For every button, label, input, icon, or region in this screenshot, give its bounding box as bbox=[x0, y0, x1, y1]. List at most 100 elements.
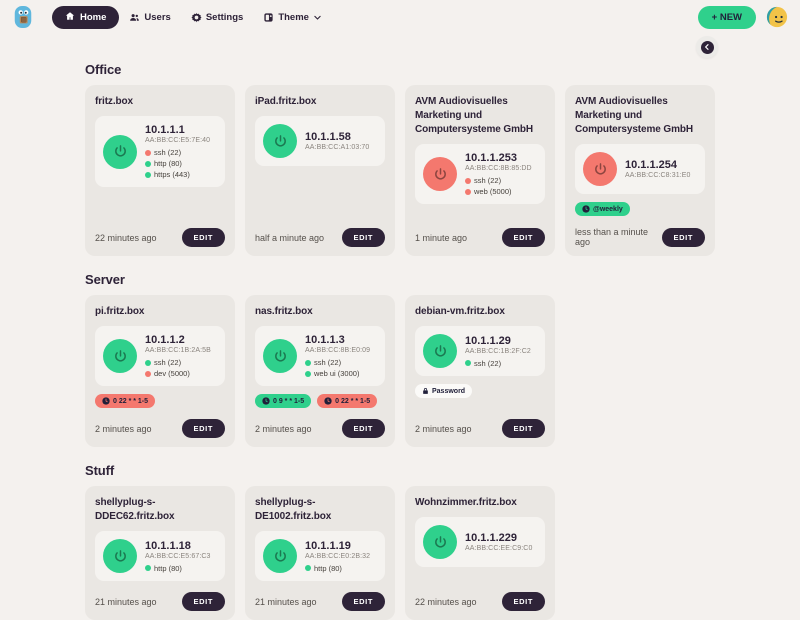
device-name: fritz.box bbox=[95, 96, 133, 107]
device-section: Server pi.fritz.box 10.1.1.2 AA:BB:CC:1B… bbox=[85, 272, 715, 447]
device-name: iPad.fritz.box bbox=[255, 96, 317, 107]
port-status-dot bbox=[465, 188, 471, 195]
power-status-button[interactable] bbox=[263, 539, 297, 573]
last-seen: 2 minutes ago bbox=[415, 423, 472, 434]
device-name: pi.fritz.box bbox=[95, 306, 145, 317]
tag-label: 0 9 * * 1-5 bbox=[273, 397, 305, 405]
device-summary: 10.1.1.2 AA:BB:CC:1B:2A:5B ssh (22) dev (… bbox=[95, 326, 225, 386]
port-item: ssh (22) bbox=[305, 358, 341, 367]
device-summary: 10.1.1.253 AA:BB:CC:8B:85:DD ssh (22) web… bbox=[415, 144, 545, 204]
power-status-button[interactable] bbox=[423, 157, 457, 191]
port-list: http (80) bbox=[145, 564, 211, 573]
device-mac: AA:BB:CC:C8:31:E0 bbox=[625, 172, 691, 179]
card-footer: 1 minute ago EDIT bbox=[415, 217, 545, 247]
edit-button[interactable]: EDIT bbox=[501, 592, 545, 611]
device-summary: 10.1.1.3 AA:BB:CC:8B:E0:09 ssh (22) web u… bbox=[255, 326, 385, 386]
device-summary: 10.1.1.1 AA:BB:CC:E5:7E:40 ssh (22) http … bbox=[95, 116, 225, 187]
device-section: Office fritz.box 10.1.1.1 AA:BB:CC:E5:7E… bbox=[85, 62, 715, 256]
power-icon bbox=[274, 549, 286, 561]
device-name: shellyplug-s-DDEC62.fritz.box bbox=[95, 497, 175, 522]
port-status-dot bbox=[465, 360, 471, 366]
nav-item-theme[interactable]: Theme bbox=[253, 7, 332, 28]
last-seen: 1 minute ago bbox=[415, 232, 468, 243]
edit-button[interactable]: EDIT bbox=[181, 228, 225, 247]
device-mac: AA:BB:CC:E0:2B:32 bbox=[305, 552, 371, 560]
lock-icon bbox=[423, 388, 428, 394]
power-icon bbox=[114, 145, 126, 157]
port-item: dev (5000) bbox=[145, 369, 190, 378]
device-info: 10.1.1.18 AA:BB:CC:E5:67:C3 http (80) bbox=[145, 540, 211, 573]
nav-theme-label: Theme bbox=[278, 11, 309, 23]
edit-button[interactable]: EDIT bbox=[341, 228, 385, 247]
power-icon bbox=[434, 344, 446, 356]
edit-button[interactable]: EDIT bbox=[181, 419, 225, 438]
device-ip: 10.1.1.2 bbox=[145, 334, 185, 346]
device-summary: 10.1.1.18 AA:BB:CC:E5:67:C3 http (80) bbox=[95, 531, 225, 581]
new-button-label: + NEW bbox=[711, 11, 742, 23]
port-item: ssh (22) bbox=[465, 359, 501, 368]
schedule-tag: 0 9 * * 1-5 bbox=[255, 394, 312, 408]
power-status-button[interactable] bbox=[423, 334, 457, 368]
device-mac: AA:BB:CC:1B:2A:5B bbox=[145, 347, 211, 354]
port-label: web (5000) bbox=[474, 187, 512, 196]
card-footer: 22 minutes ago EDIT bbox=[415, 581, 545, 611]
power-status-button[interactable] bbox=[423, 525, 457, 559]
tag-label: @weekly bbox=[593, 205, 623, 213]
port-status-dot bbox=[145, 149, 151, 156]
collapse-button[interactable] bbox=[696, 36, 718, 58]
theme-icon bbox=[263, 12, 274, 23]
port-label: dev (5000) bbox=[154, 369, 190, 378]
port-label: http (80) bbox=[154, 159, 182, 168]
gear-icon bbox=[191, 12, 202, 23]
sections: Office fritz.box 10.1.1.1 AA:BB:CC:E5:7E… bbox=[85, 62, 715, 620]
power-status-button[interactable] bbox=[103, 134, 137, 169]
last-seen: 21 minutes ago bbox=[95, 596, 157, 607]
edit-button[interactable]: EDIT bbox=[341, 592, 385, 611]
clock-icon bbox=[582, 205, 590, 213]
port-list: http (80) bbox=[305, 564, 370, 573]
nav-item-home[interactable]: Home bbox=[52, 5, 120, 29]
card-row: shellyplug-s-DDEC62.fritz.box 10.1.1.18 … bbox=[85, 486, 715, 620]
port-label: ssh (22) bbox=[154, 148, 182, 157]
card-footer: 2 minutes ago EDIT bbox=[415, 408, 545, 438]
port-item: web (5000) bbox=[465, 187, 512, 196]
power-status-button[interactable] bbox=[263, 124, 297, 158]
last-seen: half a minute ago bbox=[255, 232, 325, 243]
nav-settings-label: Settings bbox=[205, 11, 244, 23]
power-icon bbox=[274, 349, 286, 361]
port-list: ssh (22) bbox=[465, 359, 531, 368]
nav-item-settings[interactable]: Settings bbox=[181, 7, 253, 28]
edit-button[interactable]: EDIT bbox=[181, 592, 225, 611]
device-info: 10.1.1.29 AA:BB:CC:1B:2F:C2 ssh (22) bbox=[465, 335, 531, 368]
power-status-button[interactable] bbox=[263, 339, 297, 373]
device-info: 10.1.1.254 AA:BB:CC:C8:31:E0 bbox=[625, 159, 691, 179]
nav-item-users[interactable]: Users bbox=[119, 7, 180, 28]
schedule-tag: @weekly bbox=[575, 202, 630, 216]
card-footer: 21 minutes ago EDIT bbox=[255, 581, 385, 611]
clock-icon bbox=[262, 397, 270, 405]
device-card: shellyplug-s-DDEC62.fritz.box 10.1.1.18 … bbox=[85, 486, 235, 620]
device-card: shellyplug-s-DE1002.fritz.box 10.1.1.19 … bbox=[245, 486, 395, 620]
device-name: nas.fritz.box bbox=[255, 306, 313, 317]
chevron-down-icon bbox=[313, 13, 322, 22]
edit-button[interactable]: EDIT bbox=[501, 228, 545, 247]
port-status-dot bbox=[465, 177, 471, 184]
port-status-dot bbox=[305, 370, 311, 377]
card-footer: 22 minutes ago EDIT bbox=[95, 217, 225, 247]
device-card: fritz.box 10.1.1.1 AA:BB:CC:E5:7E:40 ssh… bbox=[85, 85, 235, 256]
new-button[interactable]: + NEW bbox=[697, 5, 756, 29]
power-status-button[interactable] bbox=[583, 152, 617, 186]
device-card: iPad.fritz.box 10.1.1.58 AA:BB:CC:A1:03:… bbox=[245, 85, 395, 256]
device-summary: 10.1.1.29 AA:BB:CC:1B:2F:C2 ssh (22) bbox=[415, 326, 545, 376]
port-label: ssh (22) bbox=[474, 358, 502, 368]
edit-button[interactable]: EDIT bbox=[341, 419, 385, 438]
power-status-button[interactable] bbox=[103, 339, 137, 373]
power-status-button[interactable] bbox=[103, 539, 137, 573]
navbar: Home Users Settings Theme bbox=[0, 0, 800, 30]
avatar[interactable] bbox=[766, 6, 788, 28]
home-icon bbox=[65, 11, 75, 24]
section-title: Server bbox=[85, 272, 125, 287]
device-card: AVM Audiovisuelles Marketing und Compute… bbox=[405, 85, 555, 256]
edit-button[interactable]: EDIT bbox=[501, 419, 545, 438]
edit-button[interactable]: EDIT bbox=[661, 227, 705, 247]
